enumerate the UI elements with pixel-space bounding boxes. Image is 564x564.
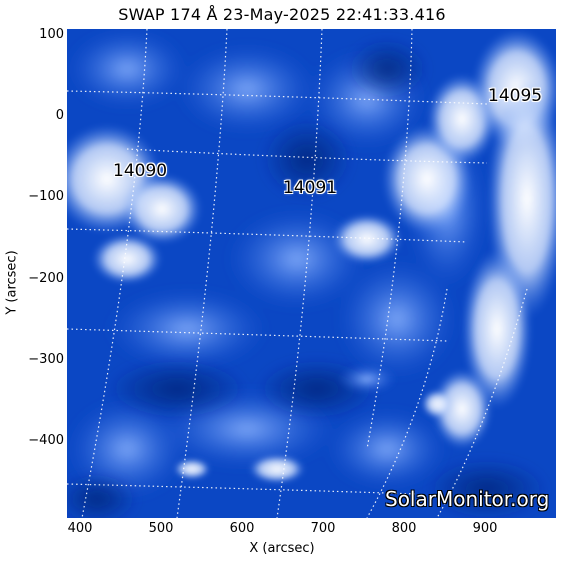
y-tick-label: 0 [55,108,64,123]
y-tick-label: −200 [28,271,64,286]
y-tick-label: −400 [28,433,64,448]
y-tick-label: −300 [28,352,64,367]
y-tick-label: −100 [28,189,64,204]
y-axis-label: Y (arcsec) [4,250,20,315]
x-tick-label: 400 [67,521,93,536]
x-tick-label: 600 [229,521,255,536]
x-tick-label: 700 [310,521,336,536]
region-label-14090: 14090 [113,161,168,181]
region-label-14091: 14091 [283,178,338,198]
image-title: SWAP 174 Å 23-May-2025 22:41:33.416 [118,5,446,24]
solar-image [67,29,556,518]
y-tick-label: 100 [39,27,64,42]
solarmonitor-watermark: SolarMonitor.org [385,487,550,511]
x-tick-label: 800 [391,521,417,536]
x-tick-label: 500 [148,521,174,536]
region-label-14095: 14095 [488,86,543,106]
x-axis-label: X (arcsec) [249,541,315,556]
x-tick-label: 900 [472,521,498,536]
solar-image-panel [67,29,556,518]
